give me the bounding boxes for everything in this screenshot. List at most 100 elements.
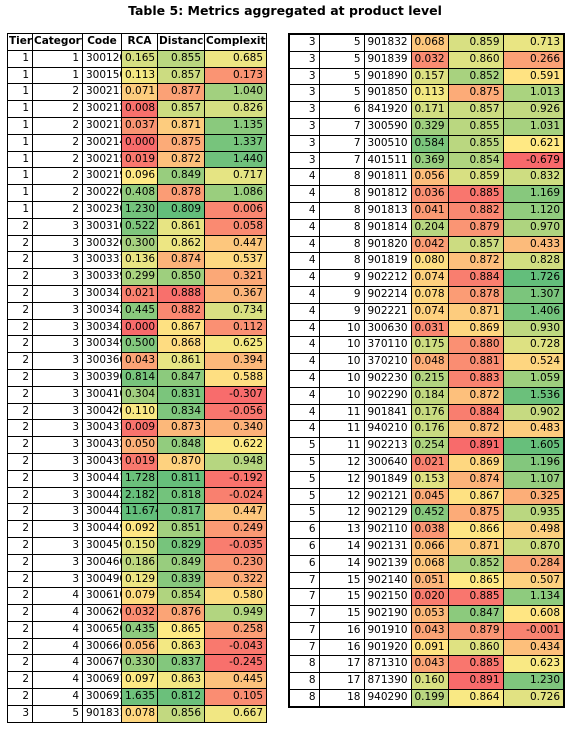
complexity-cell: 0.433 [502, 235, 565, 254]
tier-cell: 2 [7, 251, 33, 270]
complexity-cell: 0.058 [204, 217, 267, 236]
table-row: 4 10 902230 0.215 0.883 1.059 [288, 369, 565, 388]
code-cell: 300510 [363, 134, 412, 153]
rca-cell: 0.056 [121, 637, 158, 656]
rca-cell: 0.113 [121, 66, 158, 85]
distance-cell: 0.812 [157, 688, 205, 706]
rca-cell: 0.176 [410, 420, 449, 439]
category-cell: 15 [318, 588, 365, 607]
category-cell: 17 [318, 655, 365, 674]
distance-cell: 0.883 [447, 369, 504, 388]
distance-cell: 0.874 [157, 251, 205, 270]
complexity-cell: 0.340 [204, 419, 267, 438]
distance-cell: 0.861 [157, 352, 205, 370]
category-cell: 8 [318, 201, 365, 220]
rca-cell: 0.157 [410, 67, 449, 86]
category-cell: 2 [32, 116, 83, 135]
complexity-cell: 1.536 [502, 386, 565, 405]
category-cell: 10 [318, 369, 365, 388]
category-cell: 12 [318, 453, 365, 472]
code-cell: 300215 [82, 150, 122, 169]
code-cell: 901850 [363, 84, 412, 103]
rca-cell: 0.078 [410, 285, 449, 304]
category-cell: 15 [318, 571, 365, 590]
distance-cell: 0.857 [157, 100, 205, 118]
code-cell: 300211 [82, 83, 122, 102]
table-row: 4 11 940210 0.176 0.872 0.483 [288, 420, 565, 439]
distance-cell: 0.839 [157, 570, 205, 589]
code-cell: 300443 [82, 503, 122, 522]
tier-cell: 1 [7, 66, 33, 85]
rca-cell: 0.435 [121, 620, 158, 639]
category-cell: 5 [318, 50, 365, 69]
complexity-cell: 0.728 [502, 336, 565, 355]
tier-cell: 5 [288, 504, 320, 523]
category-cell: 3 [32, 318, 83, 337]
tier-cell: 3 [288, 33, 320, 52]
complexity-cell: 0.713 [502, 33, 565, 52]
tier-cell: 1 [7, 167, 33, 186]
code-cell: 902129 [363, 504, 412, 523]
category-cell: 4 [32, 620, 83, 639]
distance-cell: 0.885 [447, 185, 504, 203]
distance-cell: 0.882 [447, 201, 504, 220]
code-cell: 841920 [363, 101, 412, 119]
complexity-cell: 0.580 [204, 587, 267, 606]
code-cell: 901813 [363, 201, 412, 220]
category-cell: 3 [32, 419, 83, 438]
distance-cell: 0.860 [447, 638, 504, 657]
tier-cell: 2 [7, 419, 33, 438]
tier-cell: 2 [7, 469, 33, 488]
code-cell: 901814 [363, 218, 412, 237]
distance-cell: 0.865 [157, 620, 205, 639]
tier-cell: 4 [288, 353, 320, 371]
rca-cell: 0.021 [121, 284, 158, 303]
tier-cell: 4 [288, 235, 320, 254]
table-row: 5 12 901849 0.153 0.874 1.107 [288, 470, 565, 489]
distance-cell: 0.875 [447, 84, 504, 103]
rca-cell: 2.182 [121, 486, 158, 505]
code-cell: 902150 [363, 588, 412, 607]
tier-cell: 4 [288, 168, 320, 187]
category-cell: 12 [318, 470, 365, 489]
complexity-cell: 0.394 [204, 352, 267, 370]
rca-cell: 0.031 [410, 319, 449, 338]
rca-cell: 0.019 [121, 452, 158, 471]
distance-cell: 0.869 [447, 319, 504, 338]
tier-cell: 3 [288, 134, 320, 153]
distance-cell: 0.847 [447, 605, 504, 623]
code-cell: 901920 [363, 638, 412, 657]
tier-cell: 3 [288, 117, 320, 136]
complexity-cell: -0.307 [204, 385, 267, 404]
rca-cell: 0.009 [121, 419, 158, 438]
tier-cell: 2 [7, 587, 33, 606]
category-cell: 3 [32, 503, 83, 522]
tier-cell: 2 [7, 503, 33, 522]
complexity-cell: 0.926 [502, 101, 565, 119]
complexity-cell: 1.337 [204, 133, 267, 152]
table-row: 4 8 901813 0.041 0.882 1.120 [288, 201, 565, 220]
tier-cell: 1 [7, 133, 33, 152]
distance-cell: 0.869 [447, 453, 504, 472]
code-cell: 871310 [363, 655, 412, 674]
column-header: Distance [157, 33, 205, 51]
distance-cell: 0.878 [447, 285, 504, 304]
code-cell: 940290 [363, 689, 412, 708]
rca-cell: 0.329 [410, 117, 449, 136]
complexity-cell: 0.447 [204, 234, 267, 253]
tier-cell: 7 [288, 621, 320, 640]
tier-cell: 1 [7, 200, 33, 219]
distance-cell: 0.885 [447, 588, 504, 607]
rca-cell: 0.176 [410, 403, 449, 422]
rca-cell: 0.037 [121, 116, 158, 135]
rca-cell: 0.092 [121, 520, 158, 538]
